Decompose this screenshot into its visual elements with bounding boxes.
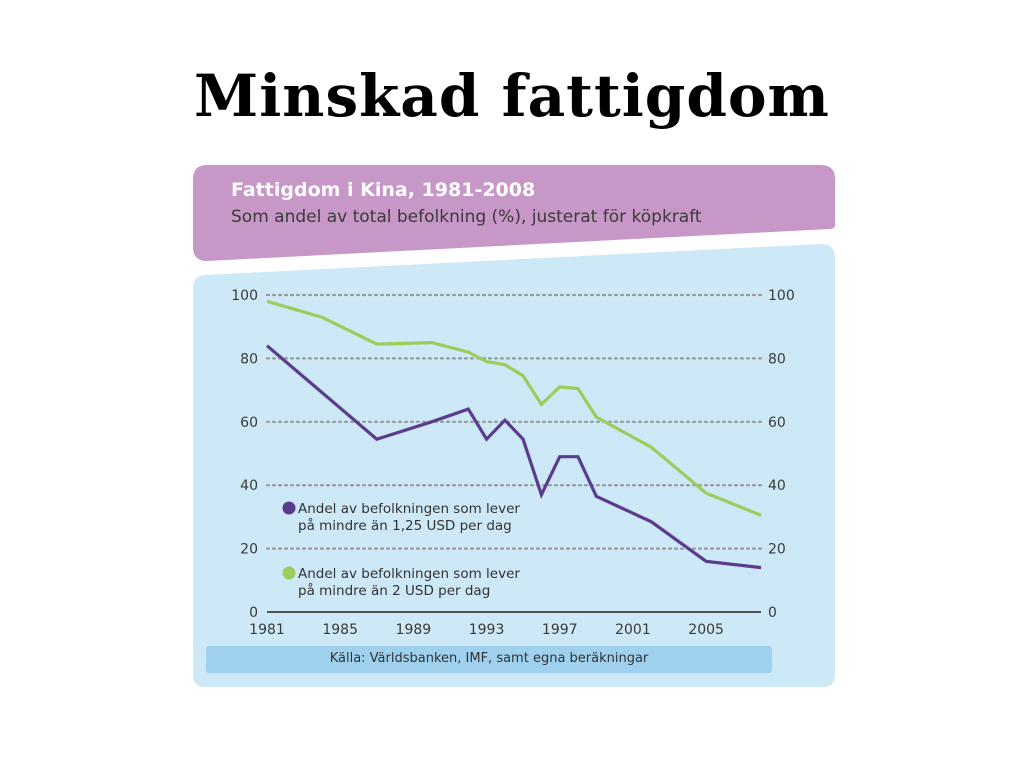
- grid-layer: [265, 293, 763, 613]
- ekonomifakta-logo: ekonomifakta: [972, 606, 1012, 746]
- y-tick-label-right: 100: [768, 288, 795, 304]
- series-line: [265, 344, 762, 570]
- x-tick-label: 1997: [542, 622, 578, 638]
- tick-layer: 0 0 20 20 40 40 60 60 80 80 100 100 1981 1985 1989 1993…: [231, 288, 794, 638]
- y-tick-label-right: 80: [768, 351, 786, 367]
- y-tick-label-right: 0: [768, 605, 777, 621]
- x-tick-label: 1985: [322, 622, 358, 638]
- legend-marker: [282, 501, 296, 515]
- y-tick-label-left: 40: [240, 478, 258, 494]
- y-tick-label-right: 20: [768, 542, 786, 558]
- legend-label-line2: på mindre än 2 USD per dag: [298, 582, 490, 599]
- y-tick-label-right: 60: [768, 415, 786, 431]
- x-tick-label: 2001: [615, 622, 651, 638]
- legend-marker: [282, 566, 296, 580]
- y-tick-label-right: 40: [768, 478, 786, 494]
- legend-label-line2: på mindre än 1,25 USD per dag: [298, 517, 512, 534]
- chart-header-band: [193, 165, 835, 261]
- chart-subtitle: Som andel av total befolkning (%), juste…: [231, 207, 702, 227]
- y-tick-label-left: 80: [240, 351, 258, 367]
- x-tick-label: 1981: [249, 622, 285, 638]
- x-tick-label: 1993: [469, 622, 505, 638]
- source-text: Källa: Världsbanken, IMF, samt egna berä…: [329, 651, 649, 666]
- y-tick-label-left: 100: [231, 288, 258, 304]
- series-layer: [265, 299, 762, 570]
- y-tick-label-left: 20: [240, 542, 258, 558]
- slide-title: Minskad fattigdom: [194, 62, 830, 130]
- chart-panel: [193, 244, 835, 687]
- legend-label-line1: Andel av befolkningen som lever: [298, 566, 520, 582]
- chart-title: Fattigdom i Kina, 1981-2008: [231, 179, 536, 201]
- y-tick-label-left: 60: [240, 415, 258, 431]
- x-tick-label: 1989: [396, 622, 432, 638]
- legend-label-line1: Andel av befolkningen som lever: [298, 501, 520, 517]
- x-tick-label: 2005: [688, 622, 724, 638]
- series-line: [266, 299, 762, 517]
- source-bar: [206, 646, 772, 673]
- y-tick-label-left: 0: [249, 605, 258, 621]
